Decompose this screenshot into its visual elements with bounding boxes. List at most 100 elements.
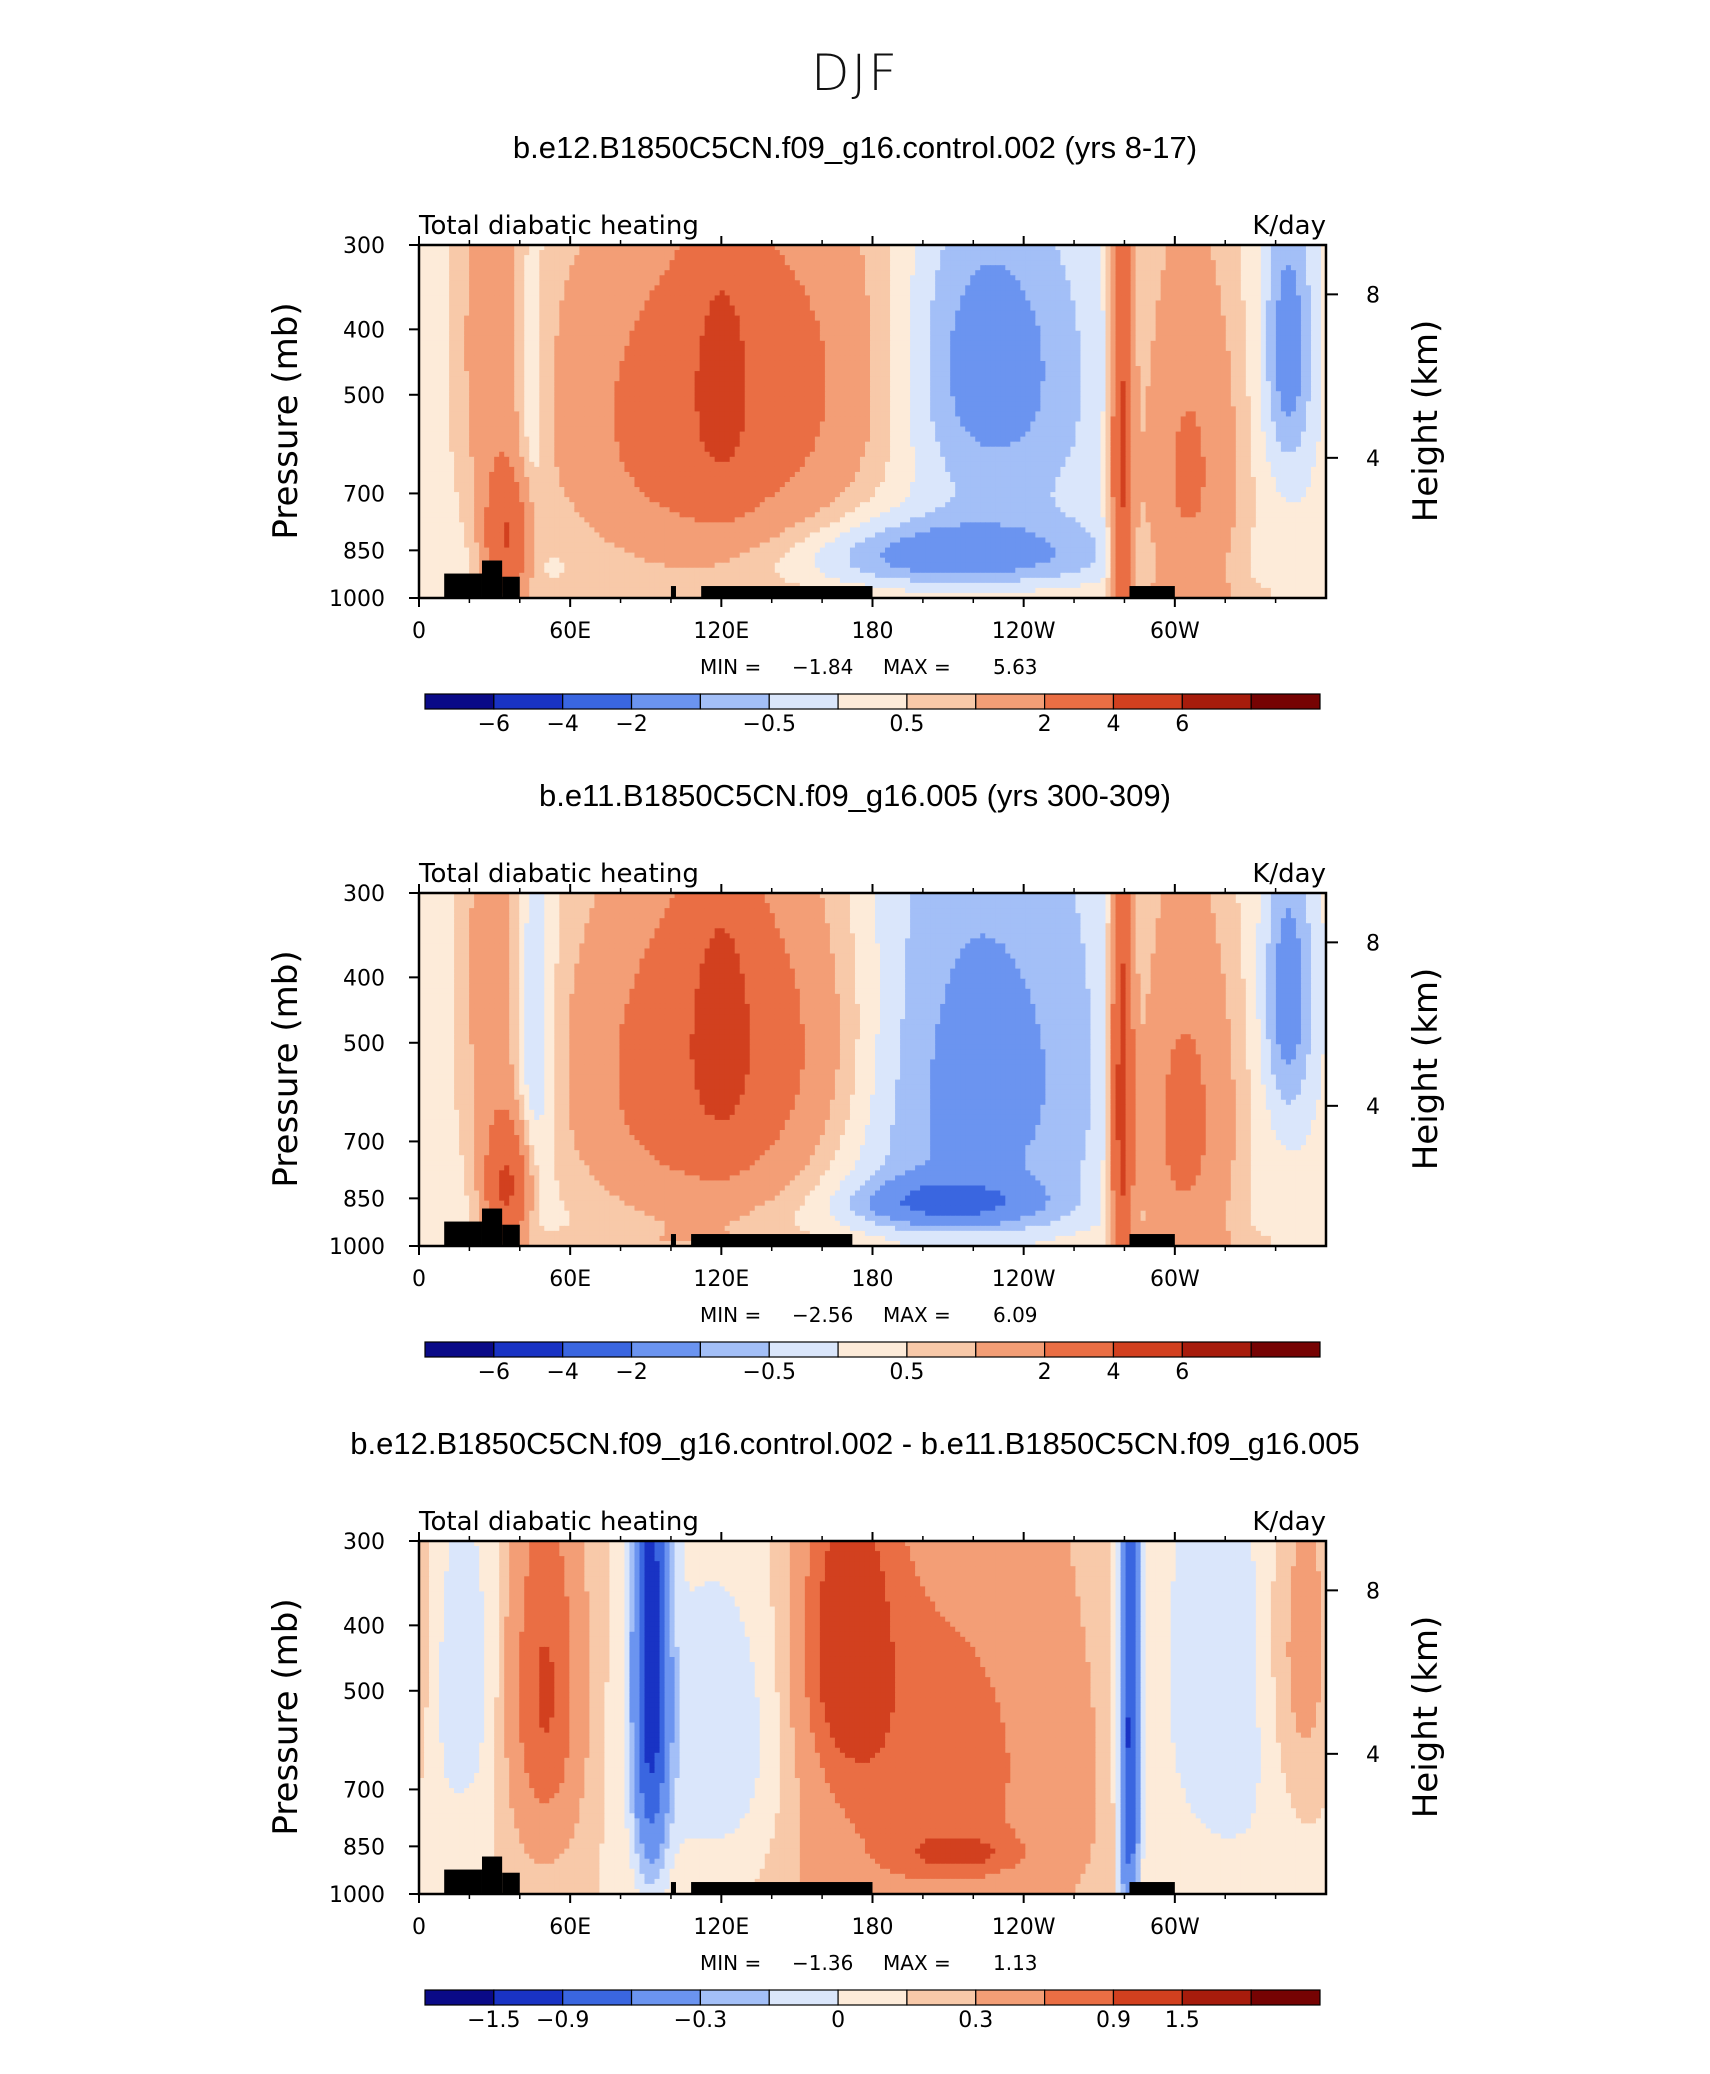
- contour-cell: [1290, 285, 1297, 291]
- contour-cell: [1205, 340, 1212, 347]
- contour-cell: [950, 360, 956, 367]
- contour-cell: [439, 305, 445, 312]
- contour-cell: [1270, 376, 1277, 382]
- contour-cell: [464, 320, 470, 327]
- contour-cell: [814, 371, 821, 377]
- contour-cell: [439, 345, 445, 352]
- contour-cell: [1295, 305, 1302, 312]
- contour-cell: [434, 290, 440, 297]
- contour-cell: [900, 270, 906, 276]
- contour-cell: [659, 376, 666, 382]
- contour-cell: [769, 280, 776, 286]
- contour-cell: [514, 350, 520, 357]
- contour-cell: [1085, 250, 1092, 256]
- contour-cell: [529, 290, 535, 297]
- contour-cell: [869, 345, 876, 352]
- contour-cell: [794, 366, 801, 372]
- contour-cell: [1120, 255, 1127, 261]
- contour-cell: [1075, 330, 1082, 337]
- contour-cell: [524, 305, 530, 312]
- contour-cell: [554, 345, 560, 352]
- contour-cell: [980, 325, 986, 332]
- contour-cell: [1155, 315, 1162, 322]
- contour-cell: [474, 310, 480, 317]
- contour-cell: [1030, 265, 1036, 271]
- contour-cell: [1135, 245, 1142, 251]
- contour-cell: [1080, 335, 1087, 342]
- contour-cell: [454, 315, 460, 322]
- contour-cell: [484, 381, 490, 387]
- contour-cell: [925, 310, 931, 317]
- contour-cell: [654, 366, 661, 372]
- contour-cell: [1150, 245, 1157, 251]
- contour-cell: [729, 325, 736, 332]
- contour-cell: [955, 290, 961, 297]
- contour-cell: [1040, 280, 1046, 286]
- contour-cell: [454, 345, 460, 352]
- contour-cell: [724, 350, 731, 357]
- contour-cell: [689, 260, 696, 266]
- contour-cell: [474, 275, 480, 281]
- contour-cell: [679, 320, 686, 327]
- contour-cell: [594, 295, 600, 302]
- contour-cell: [799, 245, 806, 251]
- contour-cell: [534, 255, 540, 261]
- contour-cell: [995, 350, 1001, 357]
- contour-cell: [799, 275, 806, 281]
- contour-cell: [1070, 310, 1077, 317]
- contour-cell: [434, 345, 440, 352]
- contour-cell: [980, 360, 986, 367]
- contour-cell: [1005, 355, 1011, 362]
- contour-cell: [1030, 355, 1036, 362]
- contour-cell: [484, 260, 490, 266]
- contour-cell: [549, 255, 555, 261]
- contour-cell: [759, 310, 766, 317]
- contour-cell: [1025, 255, 1031, 261]
- contour-cell: [499, 270, 505, 276]
- contour-cell: [950, 335, 956, 342]
- contour-cell: [875, 330, 881, 337]
- contour-cell: [859, 320, 866, 327]
- contour-cell: [439, 265, 445, 271]
- contour-cell: [950, 305, 956, 312]
- contour-cell: [1195, 310, 1202, 317]
- contour-cell: [524, 360, 530, 367]
- contour-cell: [985, 315, 991, 322]
- contour-cell: [920, 335, 926, 342]
- contour-cell: [1095, 260, 1102, 266]
- contour-cell: [804, 315, 811, 322]
- contour-cell: [1155, 320, 1162, 327]
- contour-cell: [599, 250, 606, 256]
- contour-cell: [1300, 345, 1307, 352]
- contour-cell: [985, 305, 991, 312]
- contour-cell: [579, 315, 585, 322]
- contour-cell: [1185, 360, 1192, 367]
- contour-cell: [1140, 300, 1147, 307]
- contour-cell: [684, 280, 691, 286]
- contour-cell: [1230, 290, 1237, 297]
- contour-cell: [544, 335, 550, 342]
- contour-cell: [965, 366, 971, 372]
- contour-cell: [609, 340, 616, 347]
- contour-cell: [975, 371, 981, 377]
- contour-cell: [464, 330, 470, 337]
- contour-cell: [609, 315, 616, 322]
- contour-cell: [829, 255, 836, 261]
- contour-cell: [684, 260, 691, 266]
- contour-cell: [849, 310, 856, 317]
- contour-cell: [699, 345, 706, 352]
- contour-cell: [1255, 245, 1262, 251]
- contour-cell: [1080, 371, 1087, 377]
- contour-cell: [1315, 305, 1322, 312]
- contour-cell: [1295, 330, 1302, 337]
- contour-cell: [564, 280, 570, 286]
- contour-cell: [1130, 270, 1137, 276]
- contour-cell: [1185, 376, 1192, 382]
- contour-cell: [1285, 275, 1292, 281]
- contour-cell: [419, 310, 425, 317]
- contour-cell: [1020, 360, 1026, 367]
- contour-cell: [814, 275, 821, 281]
- contour-cell: [1180, 265, 1187, 271]
- contour-cell: [1080, 260, 1087, 266]
- contour-cell: [1030, 325, 1036, 332]
